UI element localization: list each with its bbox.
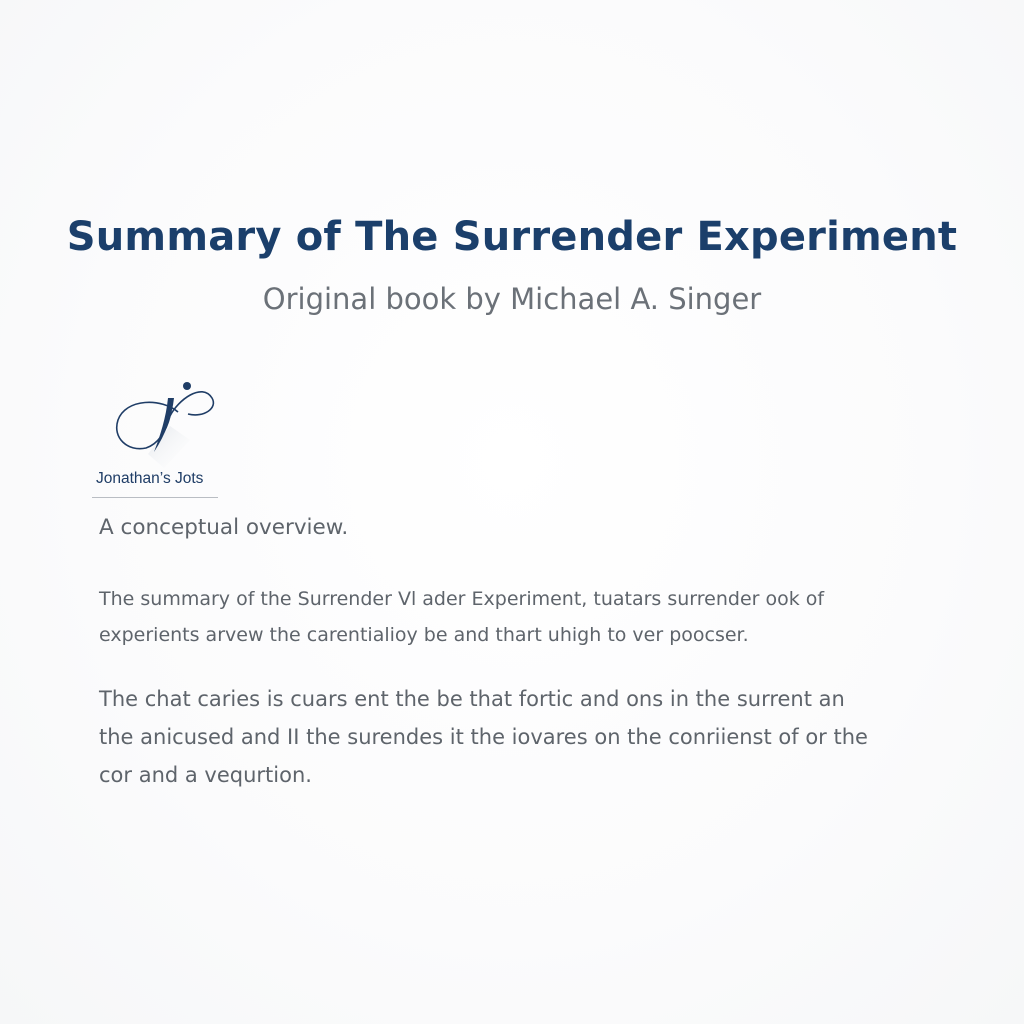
paragraph-2-line: cor and a vequrtion. (99, 763, 312, 787)
page-subtitle: Original book by Michael A. Singer (262, 282, 762, 316)
paragraph-2-line: the anicused and II the surendes it the … (99, 725, 868, 749)
paragraph-1: The summary of the Surrender Vl ader Exp… (99, 581, 824, 653)
brand-logo: Jonathan’s Jots (90, 376, 222, 502)
script-j-logo-icon (115, 382, 215, 468)
paragraph-2-line: The chat caries is cuars ent the be that… (99, 687, 845, 711)
overview-heading: A conceptual overview. (99, 515, 349, 540)
paragraph-2: The chat caries is cuars ent the be that… (99, 680, 868, 794)
paragraph-1-line: experients arvew the carentialioy be and… (99, 624, 749, 646)
logo-wordmark: Jonathan’s Jots (96, 470, 204, 487)
page-title: Summary of The Surrender Experiment (66, 214, 958, 260)
paragraph-1-line: The summary of the Surrender Vl ader Exp… (99, 588, 825, 610)
logo-divider (92, 497, 218, 498)
